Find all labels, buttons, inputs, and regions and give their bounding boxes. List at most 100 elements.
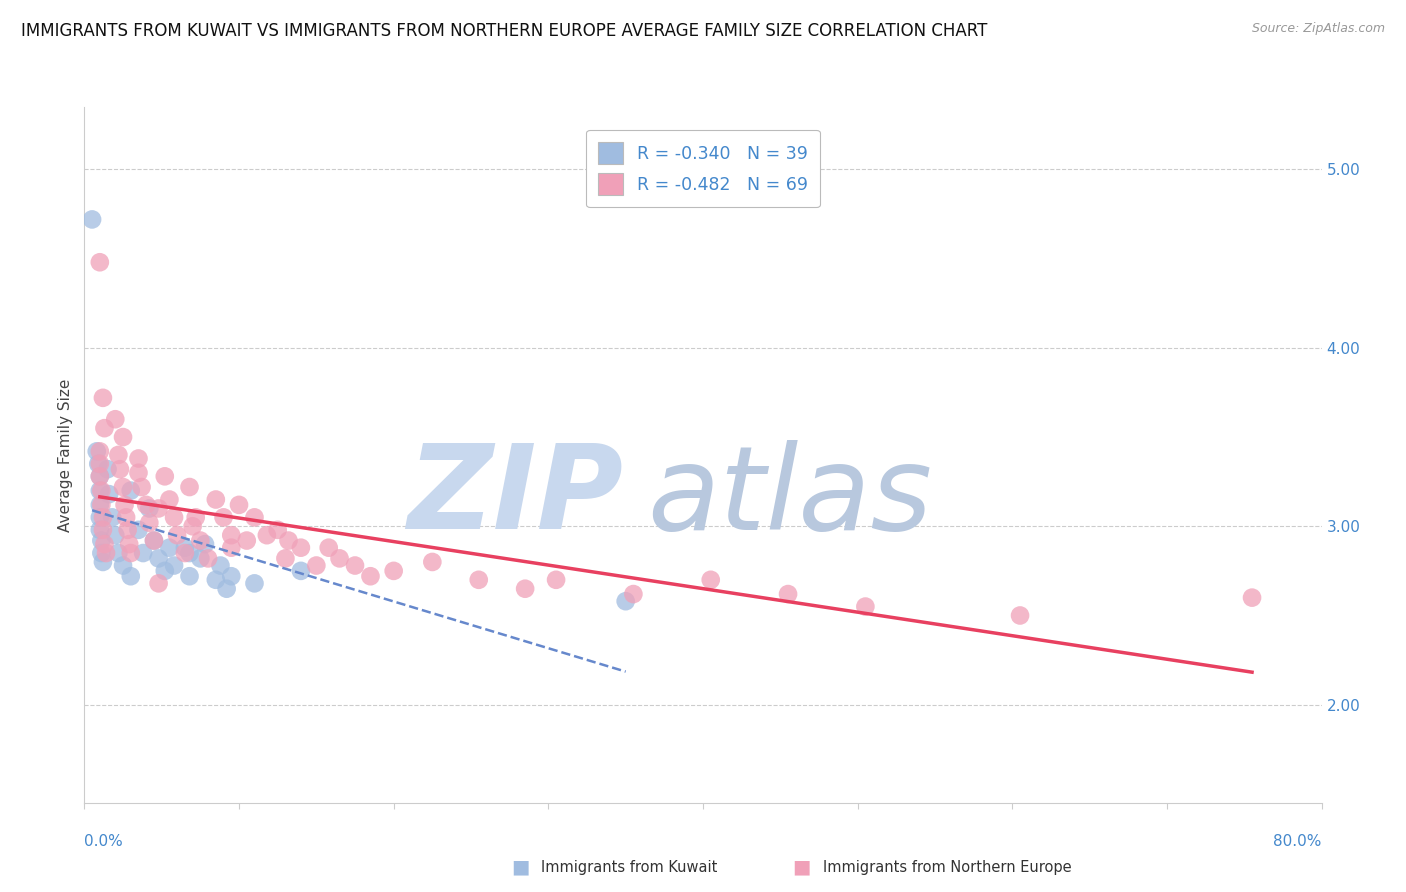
- Point: [118, 537, 141, 551]
- Point: [132, 546, 155, 560]
- Point: [89, 469, 111, 483]
- Point: [188, 551, 212, 566]
- Text: ■: ■: [510, 857, 530, 877]
- Point: [184, 510, 207, 524]
- Point: [112, 480, 135, 494]
- Point: [94, 546, 117, 560]
- Point: [108, 462, 131, 476]
- Point: [89, 510, 111, 524]
- Point: [546, 573, 568, 587]
- Point: [179, 569, 201, 583]
- Text: ■: ■: [792, 857, 811, 877]
- Point: [221, 541, 243, 555]
- Point: [89, 444, 111, 458]
- Point: [153, 564, 176, 578]
- Point: [188, 533, 212, 548]
- Point: [159, 492, 181, 507]
- Point: [87, 457, 110, 471]
- Point: [112, 558, 135, 573]
- Point: [107, 546, 129, 560]
- Point: [215, 582, 238, 596]
- Point: [89, 498, 111, 512]
- Point: [128, 523, 150, 537]
- Text: IMMIGRANTS FROM KUWAIT VS IMMIGRANTS FROM NORTHERN EUROPE AVERAGE FAMILY SIZE CO: IMMIGRANTS FROM KUWAIT VS IMMIGRANTS FRO…: [21, 22, 987, 40]
- Legend: R = -0.340   N = 39, R = -0.482   N = 69: R = -0.340 N = 39, R = -0.482 N = 69: [586, 129, 820, 207]
- Point: [91, 510, 114, 524]
- Point: [174, 541, 197, 555]
- Point: [90, 483, 112, 498]
- Point: [778, 587, 800, 601]
- Point: [120, 546, 142, 560]
- Point: [128, 466, 150, 480]
- Point: [166, 528, 188, 542]
- Point: [181, 519, 204, 533]
- Point: [93, 537, 115, 551]
- Text: Immigrants from Northern Europe: Immigrants from Northern Europe: [823, 860, 1071, 874]
- Point: [179, 546, 201, 560]
- Point: [623, 587, 645, 601]
- Point: [422, 555, 444, 569]
- Text: 80.0%: 80.0%: [1274, 834, 1322, 849]
- Point: [120, 483, 142, 498]
- Point: [148, 501, 170, 516]
- Point: [329, 551, 352, 566]
- Point: [209, 558, 232, 573]
- Point: [148, 576, 170, 591]
- Point: [205, 492, 228, 507]
- Point: [267, 523, 290, 537]
- Point: [91, 555, 114, 569]
- Y-axis label: Average Family Size: Average Family Size: [58, 378, 73, 532]
- Point: [114, 498, 136, 512]
- Point: [163, 510, 186, 524]
- Point: [305, 558, 328, 573]
- Point: [228, 498, 250, 512]
- Point: [82, 212, 104, 227]
- Point: [163, 558, 186, 573]
- Point: [90, 533, 112, 548]
- Point: [89, 255, 111, 269]
- Point: [700, 573, 723, 587]
- Point: [91, 391, 114, 405]
- Point: [236, 533, 259, 548]
- Point: [91, 523, 114, 537]
- Point: [159, 541, 181, 555]
- Point: [290, 541, 312, 555]
- Point: [1241, 591, 1264, 605]
- Point: [115, 510, 138, 524]
- Point: [135, 498, 157, 512]
- Point: [243, 576, 266, 591]
- Point: [174, 546, 197, 560]
- Point: [277, 533, 299, 548]
- Point: [205, 573, 228, 587]
- Point: [243, 510, 266, 524]
- Text: ZIP: ZIP: [406, 439, 623, 554]
- Point: [290, 564, 312, 578]
- Point: [86, 444, 108, 458]
- Point: [138, 501, 160, 516]
- Point: [143, 533, 166, 548]
- Point: [120, 569, 142, 583]
- Point: [143, 533, 166, 548]
- Point: [90, 498, 112, 512]
- Point: [318, 541, 340, 555]
- Point: [197, 551, 219, 566]
- Text: atlas: atlas: [647, 440, 932, 554]
- Point: [131, 480, 153, 494]
- Point: [104, 412, 127, 426]
- Point: [89, 523, 111, 537]
- Point: [468, 573, 491, 587]
- Point: [97, 462, 120, 476]
- Point: [274, 551, 297, 566]
- Point: [93, 421, 115, 435]
- Point: [382, 564, 405, 578]
- Point: [855, 599, 877, 614]
- Point: [104, 528, 127, 542]
- Text: Immigrants from Kuwait: Immigrants from Kuwait: [541, 860, 717, 874]
- Point: [89, 469, 111, 483]
- Point: [1010, 608, 1032, 623]
- Point: [344, 558, 367, 573]
- Point: [221, 528, 243, 542]
- Point: [179, 480, 201, 494]
- Point: [89, 457, 111, 471]
- Point: [138, 516, 160, 530]
